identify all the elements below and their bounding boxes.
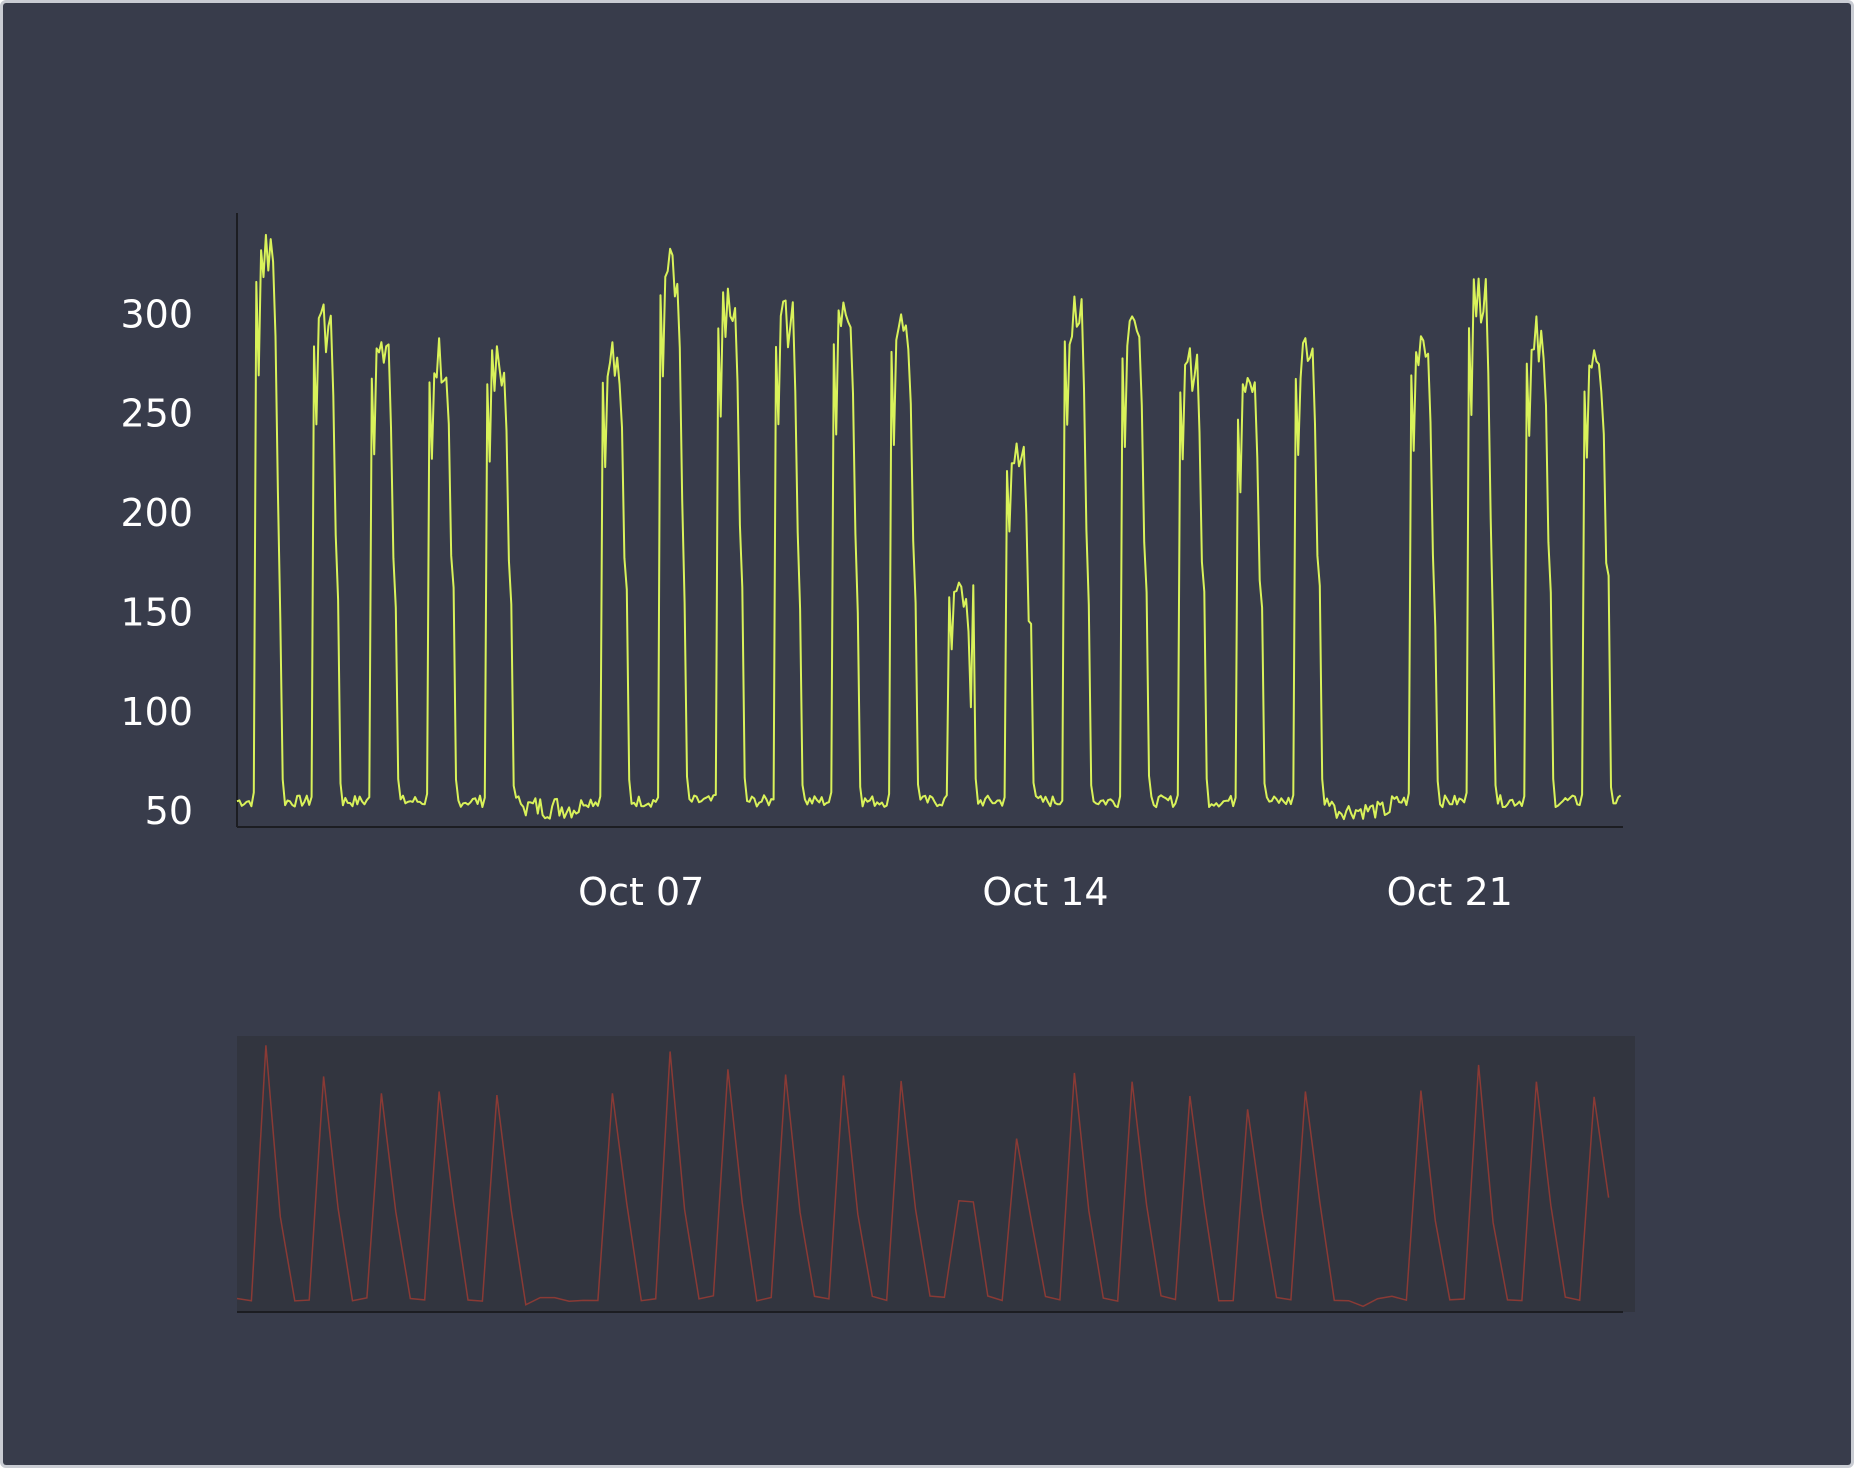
x-tick-label: Oct 14 [982, 870, 1108, 914]
chart-canvas: 50 100 150 200 250 300 Oct 07 Oct 14 Oct 21 [3, 3, 1851, 1465]
brush-series-line [236, 1045, 1610, 1308]
x-tick-label: Oct 07 [578, 870, 704, 914]
y-axis-ticks: 50 100 150 200 250 300 [120, 292, 193, 833]
x-axis-ticks: Oct 07 Oct 14 Oct 21 [578, 870, 1513, 914]
x-tick-label: Oct 21 [1387, 870, 1513, 914]
y-tick-label: 50 [145, 789, 193, 833]
main-chart: 50 100 150 200 250 300 Oct 07 Oct 14 Oct 21 [120, 213, 1623, 914]
brush-selection-area[interactable] [237, 1036, 1635, 1312]
y-tick-label: 250 [120, 392, 193, 436]
y-tick-label: 300 [120, 292, 193, 336]
y-tick-label: 200 [120, 491, 193, 535]
brush-overview[interactable] [236, 1036, 1635, 1313]
main-series-line[interactable] [236, 233, 1622, 821]
y-tick-label: 100 [120, 690, 193, 734]
y-tick-label: 150 [120, 590, 193, 634]
